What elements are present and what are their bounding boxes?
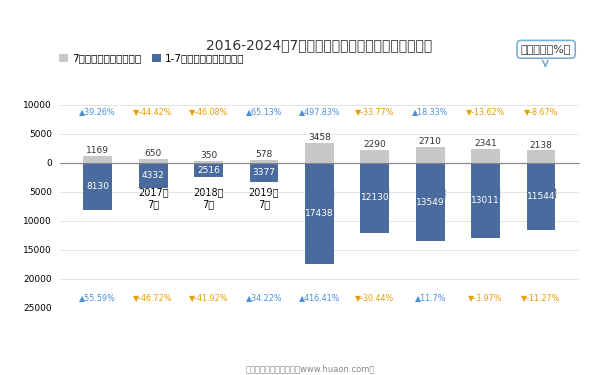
Text: ▲11.7%: ▲11.7% xyxy=(414,292,446,302)
Text: ▲18.33%: ▲18.33% xyxy=(412,108,448,117)
Bar xyxy=(84,163,112,210)
Text: ▲65.13%: ▲65.13% xyxy=(246,108,282,117)
Text: ▲39.26%: ▲39.26% xyxy=(79,108,116,117)
Text: 3377: 3377 xyxy=(253,168,275,177)
Bar xyxy=(361,150,389,163)
Text: ▼-46.08%: ▼-46.08% xyxy=(189,108,228,117)
Text: ▼-41.92%: ▼-41.92% xyxy=(189,292,228,302)
Bar xyxy=(84,156,112,163)
Text: 8130: 8130 xyxy=(86,182,109,191)
Bar xyxy=(305,163,334,264)
Text: ▼-30.44%: ▼-30.44% xyxy=(355,292,395,302)
Text: 17438: 17438 xyxy=(305,209,334,218)
Bar xyxy=(194,163,223,177)
Bar xyxy=(139,163,168,188)
Text: 11544: 11544 xyxy=(527,192,555,201)
Bar xyxy=(471,163,500,238)
Text: 3458: 3458 xyxy=(308,133,331,142)
Bar xyxy=(250,159,278,163)
Text: ▲34.22%: ▲34.22% xyxy=(245,292,282,302)
Text: ▼-13.62%: ▼-13.62% xyxy=(466,108,505,117)
Text: ▼-11.27%: ▼-11.27% xyxy=(521,292,561,302)
Bar xyxy=(416,163,445,241)
Bar xyxy=(194,161,223,163)
Bar xyxy=(416,147,445,163)
Text: ▲55.59%: ▲55.59% xyxy=(79,292,116,302)
Text: 1169: 1169 xyxy=(86,146,109,155)
Text: ▼-33.77%: ▼-33.77% xyxy=(355,108,395,117)
Bar xyxy=(139,159,168,163)
Text: 2341: 2341 xyxy=(474,140,497,148)
Bar xyxy=(361,163,389,233)
Text: 13549: 13549 xyxy=(416,198,445,207)
Text: 12130: 12130 xyxy=(361,194,389,202)
Text: 650: 650 xyxy=(144,149,162,158)
Bar xyxy=(527,163,555,230)
Bar xyxy=(527,150,555,163)
Text: ▼-46.72%: ▼-46.72% xyxy=(133,292,173,302)
Text: 2516: 2516 xyxy=(197,166,220,175)
Text: ▼-3.97%: ▼-3.97% xyxy=(469,292,503,302)
Text: 4332: 4332 xyxy=(141,171,165,180)
Text: 2710: 2710 xyxy=(419,137,442,146)
Text: ▲416.41%: ▲416.41% xyxy=(298,292,340,302)
Title: 2016-2024年7月大连商品交易所棕榈油期货成交量: 2016-2024年7月大连商品交易所棕榈油期货成交量 xyxy=(207,39,432,53)
Text: ▲497.83%: ▲497.83% xyxy=(298,108,340,117)
Bar xyxy=(305,143,334,163)
Bar xyxy=(250,163,278,182)
Text: ▼-8.67%: ▼-8.67% xyxy=(524,108,558,117)
Bar xyxy=(471,149,500,163)
Text: 2290: 2290 xyxy=(364,140,386,149)
Text: ▼-44.42%: ▼-44.42% xyxy=(134,108,173,117)
Text: 制图：华经产业研究院（www.huaon.com）: 制图：华经产业研究院（www.huaon.com） xyxy=(246,364,375,373)
Legend: 7月期货成交量（万手）, 1-7月期货成交量（万手）: 7月期货成交量（万手）, 1-7月期货成交量（万手） xyxy=(54,50,249,68)
Text: 350: 350 xyxy=(200,151,217,160)
Text: 13011: 13011 xyxy=(471,196,500,205)
Text: 578: 578 xyxy=(256,150,273,159)
Text: 2138: 2138 xyxy=(530,141,552,150)
Text: 同比增速（%）: 同比增速（%） xyxy=(521,44,571,54)
